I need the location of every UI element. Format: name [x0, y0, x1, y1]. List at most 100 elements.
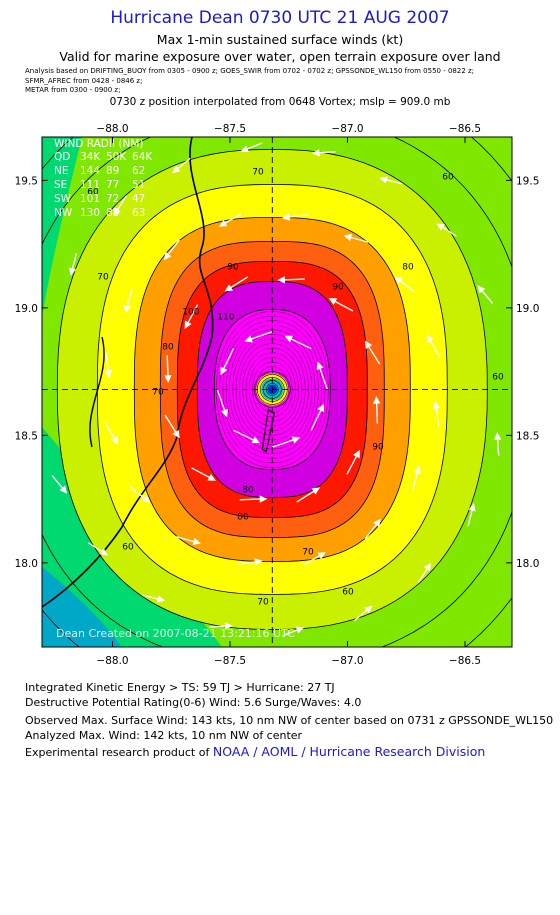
wind-arrowhead	[364, 605, 373, 614]
wind-arrowhead	[317, 403, 325, 413]
wind-vectors	[51, 142, 502, 637]
wind-arrowhead	[164, 375, 172, 383]
wind-arrowhead	[493, 432, 502, 441]
wind-arrowhead	[432, 400, 441, 409]
x-tick-label-top: −87.5	[214, 123, 246, 135]
wind-radii-cell: 62	[132, 165, 145, 177]
wind-arrowhead	[141, 494, 151, 503]
analysis-sources-line-1: Analysis based on DRIFTING_BUOY from 030…	[25, 67, 475, 75]
wind-arrowhead	[295, 626, 305, 634]
wind-arrowhead	[254, 558, 263, 566]
wind-arrowhead	[110, 436, 118, 445]
wind-arrowhead	[207, 473, 217, 481]
wind-arrowhead	[284, 335, 294, 343]
analysis-sources-line-3: METAR from 0300 - 0900 z;	[25, 86, 121, 94]
wind-radii-cell: 130	[80, 207, 100, 219]
x-tick-label-bottom: −88.0	[96, 655, 128, 667]
wind-radii-cell: SE	[54, 179, 67, 191]
contour-label: 80	[242, 485, 254, 495]
wind-radii-cell: 72	[106, 193, 119, 205]
wind-arrowhead	[328, 298, 338, 305]
wind-radii-header: 64K	[132, 151, 153, 163]
wind-arrowhead	[372, 395, 381, 404]
created-watermark: Dean Created on 2007-08-21 13:21:16 UTC	[56, 627, 295, 640]
y-tick-label-left: 19.0	[15, 303, 38, 315]
contour-line-outer-0	[42, 137, 512, 647]
analyzed-max-wind-line: Analyzed Max. Wind: 142 kts, 10 nm NW of…	[25, 729, 303, 742]
contour-label: 70	[252, 167, 264, 177]
isotach-inner	[239, 343, 306, 436]
hrd-link[interactable]: NOAA / AOML / Hurricane Research Divisio…	[212, 744, 486, 759]
x-tick-label-top: −88.0	[96, 123, 128, 135]
y-tick-label-right: 19.0	[516, 303, 539, 315]
wind-arrowhead	[220, 366, 228, 376]
contour-label: 80	[402, 262, 414, 272]
wind-arrowhead	[163, 251, 172, 261]
wind-arrowhead	[218, 219, 228, 227]
wind-arrowhead	[172, 165, 181, 174]
chart-title: Hurricane Dean 0730 UTC 21 AUG 2007	[110, 8, 450, 28]
wind-radii-cell: SW	[54, 193, 72, 205]
contour-label: 60	[122, 542, 134, 552]
x-tick-label-top: −87.0	[331, 123, 363, 135]
wind-radii-table: WIND RADII (NM)QD 34K 50K 64K NE 144 89 62 SE 111…	[54, 138, 153, 219]
contour-label: 70	[152, 387, 164, 397]
wind-radii-header: 50K	[106, 151, 127, 163]
contour-label: 60	[492, 372, 504, 382]
ike-line: Integrated Kinetic Energy > TS: 59 TJ > …	[25, 681, 335, 694]
wind-radii-cell: 77	[106, 179, 119, 191]
wind-arrowhead	[423, 562, 431, 572]
wind-arrowhead	[311, 487, 321, 495]
wind-arrowhead	[156, 595, 166, 603]
y-tick-label-right: 18.0	[516, 558, 539, 570]
wind-arrowhead	[244, 335, 253, 343]
contour-label: 110	[217, 312, 234, 322]
plot-frame	[41, 136, 513, 648]
contour-label: 60	[442, 172, 454, 182]
wind-arrowhead	[224, 622, 233, 630]
wind-radii-cell: 88	[106, 207, 119, 219]
contour-label: 70	[97, 272, 109, 282]
analysis-sources-line-2: SFMR_AFREC from 0428 - 0846 z;	[25, 77, 143, 85]
contour-label: 90	[332, 282, 344, 292]
wind-arrowhead	[436, 223, 445, 231]
y-tick-label-left: 18.5	[15, 430, 38, 442]
wind-arrowhead	[99, 548, 109, 556]
wind-arrowhead	[172, 429, 180, 439]
wind-arrowhead	[291, 436, 301, 444]
wind-arrowhead	[373, 518, 381, 528]
credit-line: Experimental research product of NOAA / …	[25, 744, 485, 759]
contour-label: 80	[237, 512, 249, 522]
chart-subtitle: Max 1-min sustained surface winds (kt)	[156, 32, 404, 47]
contour-label: 60	[87, 187, 99, 197]
y-tick-label-right: 19.5	[516, 175, 539, 187]
destructive-potential-line: Destructive Potential Rating(0-6) Wind: …	[25, 696, 362, 709]
wind-arrowhead	[251, 436, 261, 444]
wind-arrowhead	[353, 449, 360, 459]
wind-radii-header: 34K	[80, 151, 101, 163]
wind-arrowhead	[221, 408, 229, 418]
x-tick-label-bottom: −87.0	[331, 655, 363, 667]
wind-arrowhead	[426, 334, 434, 343]
wind-arrowhead	[316, 361, 324, 371]
contour-band-low	[42, 567, 122, 647]
isotach-inner	[219, 315, 326, 464]
wind-arrowhead	[259, 495, 268, 503]
coastline-inland	[89, 336, 105, 448]
plot-area: 60 60 60 60 60 60 70 70 70 70 70 80 80 80 80 90 90 90 100 1…	[12, 137, 512, 647]
wind-arrowhead	[311, 149, 320, 157]
x-tick-label-bottom: −87.5	[214, 655, 246, 667]
contour-label: 70	[302, 547, 314, 557]
y-tick-label-left: 19.5	[15, 175, 38, 187]
wind-arrowhead	[192, 537, 202, 546]
wind-arrowhead	[413, 465, 421, 474]
contour-label: 60	[12, 292, 24, 302]
x-tick-label-bottom: −86.5	[449, 655, 481, 667]
y-tick-label-right: 18.5	[516, 430, 539, 442]
wind-arrowhead	[281, 213, 291, 221]
isotach-inner	[249, 357, 296, 422]
wind-radii-cell: NE	[54, 165, 69, 177]
wind-radii-cell: 47	[132, 193, 145, 205]
wind-radii-cell: 51	[132, 179, 145, 191]
